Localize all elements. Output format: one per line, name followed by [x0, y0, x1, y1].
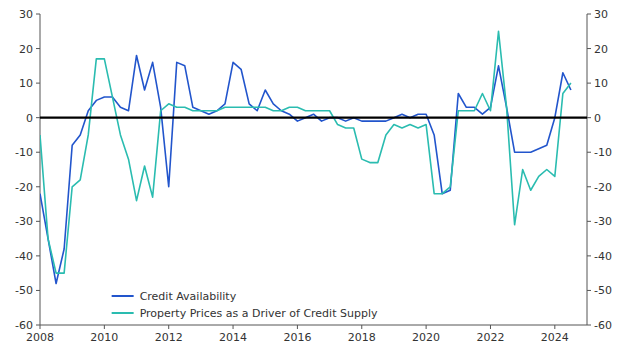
series-line [40, 31, 571, 273]
y-tick-label: -50 [15, 284, 33, 297]
x-tick-label: 2010 [90, 331, 118, 344]
x-tick [168, 325, 169, 329]
y2-tick-label: -60 [594, 319, 612, 332]
y2-tick-label: -10 [594, 146, 612, 159]
y-tick [36, 48, 40, 49]
legend-label: Property Prices as a Driver of Credit Su… [140, 307, 378, 320]
x-tick-label: 2008 [26, 331, 54, 344]
y2-tick [587, 48, 591, 49]
y-tick [36, 117, 40, 118]
y2-tick-label: -20 [594, 181, 612, 194]
y2-tick [587, 325, 591, 326]
y2-tick [587, 186, 591, 187]
y2-axis-line [587, 14, 588, 325]
y-tick [36, 290, 40, 291]
x-tick [233, 325, 234, 329]
y-axis-line [40, 14, 41, 325]
y-tick-label: -40 [15, 250, 33, 263]
y2-tick [587, 290, 591, 291]
y2-tick-label: 30 [594, 8, 608, 21]
x-tick [40, 325, 41, 329]
x-tick [361, 325, 362, 329]
y2-tick-label: 10 [594, 77, 608, 90]
y2-tick-label: -50 [594, 284, 612, 297]
y2-tick [587, 221, 591, 222]
x-tick [104, 325, 105, 329]
x-tick [490, 325, 491, 329]
y2-tick [587, 255, 591, 256]
y2-tick-label: 0 [594, 112, 601, 125]
x-tick [297, 325, 298, 329]
y-tick-label: 20 [19, 43, 33, 56]
y-tick-label: 30 [19, 8, 33, 21]
axes: 200820102012201420162018202020222024-60-… [15, 8, 612, 344]
y-tick-label: -60 [15, 319, 33, 332]
y-tick-label: 10 [19, 77, 33, 90]
y2-tick [587, 152, 591, 153]
zero-line [40, 117, 587, 119]
legend-swatch [112, 295, 134, 297]
x-tick-label: 2014 [219, 331, 247, 344]
plot-area [40, 31, 587, 283]
y-tick [36, 83, 40, 84]
x-tick [426, 325, 427, 329]
x-tick-label: 2012 [155, 331, 183, 344]
x-tick-label: 2022 [476, 331, 504, 344]
y-tick-label: -10 [15, 146, 33, 159]
y-tick [36, 221, 40, 222]
y2-tick [587, 14, 591, 15]
y-tick-label: -30 [15, 215, 33, 228]
x-tick [554, 325, 555, 329]
y-tick-label: -20 [15, 181, 33, 194]
x-tick-label: 2018 [348, 331, 376, 344]
legend-swatch [112, 312, 134, 314]
x-tick-label: 2016 [283, 331, 311, 344]
y-tick [36, 152, 40, 153]
y-tick [36, 255, 40, 256]
y2-tick [587, 83, 591, 84]
y2-tick [587, 117, 591, 118]
legend: Credit Availability Property Prices as a … [112, 290, 378, 320]
x-axis-line [40, 325, 587, 326]
y-tick-label: 0 [26, 112, 33, 125]
chart: 200820102012201420162018202020222024-60-… [0, 0, 627, 353]
x-tick-label: 2024 [541, 331, 569, 344]
y2-tick-label: 20 [594, 43, 608, 56]
legend-label: Credit Availability [140, 290, 237, 303]
y-tick [36, 14, 40, 15]
x-tick-label: 2020 [412, 331, 440, 344]
y-tick [36, 186, 40, 187]
y-tick [36, 325, 40, 326]
y2-tick-label: -40 [594, 250, 612, 263]
y2-tick-label: -30 [594, 215, 612, 228]
series-line [40, 55, 571, 283]
